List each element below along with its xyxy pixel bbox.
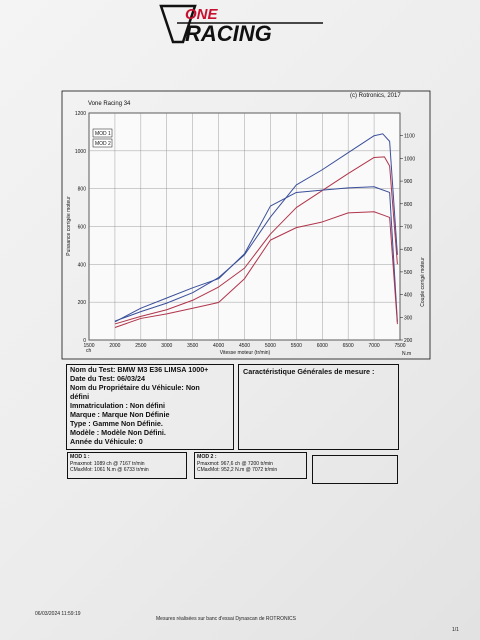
x-tick-label: 1500: [83, 343, 94, 349]
mod2-cmax: CMaxMot: 952,2 N.m @ 7072 tr/min: [197, 467, 278, 473]
y-right-tick-label: 900: [404, 179, 413, 185]
y-right-tick-label: 1100: [404, 134, 415, 140]
y-right-tick-label: 300: [404, 315, 413, 321]
x-tick-label: 6000: [317, 343, 328, 349]
x-tick-label: 5500: [291, 343, 302, 349]
vehicle-year: Année du Véhicule: 0: [70, 437, 143, 446]
y-right-tick-label: 200: [404, 338, 413, 344]
vone-racing-logo: ONE RACING: [159, 4, 323, 46]
x-tick-label: 2000: [109, 343, 120, 349]
measurement-characteristics-box: Caractéristique Générales de mesure :: [238, 364, 399, 450]
y-left-tick-label: 600: [78, 225, 87, 231]
mod2-summary: MOD 2 : Pmaxmot: 967,6 ch @ 7200 tr/min …: [194, 452, 307, 479]
type: Type : Gamme Non Définie.: [70, 419, 163, 428]
y-left-tick-label: 200: [78, 300, 87, 306]
mod1-power-line: [114, 133, 398, 322]
x-tick-label: 3500: [187, 343, 198, 349]
x-tick-label: 2500: [135, 343, 146, 349]
x-axis-label: Vitesse moteur (tr/min): [220, 350, 271, 356]
mod1-summary: MOD 1 : Pmaxmot: 1089 ch @ 7167 tr/min C…: [67, 452, 187, 479]
y-left-tick-label: 0: [83, 338, 86, 344]
legend-box: [92, 128, 113, 138]
brand: Marque : Marque Non Définie: [70, 410, 170, 419]
x-tick-label: 5000: [265, 343, 276, 349]
legend-label: MOD 2: [95, 141, 111, 147]
copyright: (c) Rotronics, 2017: [350, 93, 401, 99]
print-timestamp: 06/03/2024 11:59:19: [35, 611, 81, 617]
x-tick-label: 6500: [343, 343, 354, 349]
svg-text:ONE: ONE: [185, 6, 219, 23]
mod2-power-line: [114, 156, 398, 325]
y-left-tick-label: 400: [78, 262, 87, 268]
page-number: 1/1: [452, 627, 459, 633]
mod2-title: MOD 2 :: [197, 454, 217, 460]
mod1-cmax: CMaxMot: 1061 N.m @ 6733 tr/min: [70, 467, 149, 473]
x-tick-label: 4500: [239, 343, 250, 349]
owner-label: Nom du Propriétaire du Véhicule: Non: [70, 383, 200, 392]
legend-box: [92, 138, 113, 148]
owner-value: défini: [70, 392, 90, 401]
y-right-tick-label: 700: [404, 225, 413, 231]
x-tick-label: 3000: [161, 343, 172, 349]
x-unit-right: N.m: [402, 351, 411, 357]
model: Modèle : Modèle Non Défini.: [70, 428, 166, 437]
test-date: Date du Test: 06/03/24: [70, 374, 145, 383]
y-axis-label-left: Puissance corrigée moteur: [66, 196, 72, 256]
characteristics-title: Caractéristique Générales de mesure :: [243, 367, 375, 376]
y-right-tick-label: 1000: [404, 156, 415, 162]
mod1-torque-line: [114, 186, 398, 323]
y-left-tick-label: 1000: [75, 149, 86, 155]
y-left-tick-label: 1200: [75, 111, 86, 117]
y-right-tick-label: 600: [404, 247, 413, 253]
chart-frame: [61, 90, 431, 360]
mod2-pmax: Pmaxmot: 967,6 ch @ 7200 tr/min: [197, 461, 273, 467]
x-tick-label: 7500: [394, 343, 405, 349]
test-info-box: Nom du Test: BMW M3 E36 LIMSA 1000+ Date…: [66, 364, 234, 450]
mod2-torque-line: [114, 211, 398, 328]
y-axis-label-right: Couple corrigé moteur: [420, 257, 426, 307]
test-name: Nom du Test: BMW M3 E36 LIMSA 1000+: [70, 365, 209, 374]
mod1-pmax: Pmaxmot: 1089 ch @ 7167 tr/min: [70, 461, 145, 467]
footer-note: Mesures réalisées sur banc d'essai Dynas…: [156, 616, 296, 622]
x-tick-label: 7000: [369, 343, 380, 349]
y-right-tick-label: 800: [404, 202, 413, 208]
legend-label: MOD 1: [95, 131, 111, 137]
y-left-tick-label: 800: [78, 187, 87, 193]
y-right-tick-label: 400: [404, 293, 413, 299]
registration: Immatriculation : Non défini: [70, 401, 166, 410]
y-right-tick-label: 500: [404, 270, 413, 276]
mod1-title: MOD 1 :: [70, 454, 90, 460]
x-unit-left: ch: [86, 348, 92, 354]
svg-text:RACING: RACING: [185, 21, 272, 46]
report-title: Vone Racing 34: [88, 101, 131, 107]
empty-summary-box: [312, 455, 398, 484]
x-tick-label: 4000: [213, 343, 224, 349]
dyno-chart: 1500 2000 2500 3000 3500 4000 4500 5000 5500 6000…: [61, 90, 431, 360]
